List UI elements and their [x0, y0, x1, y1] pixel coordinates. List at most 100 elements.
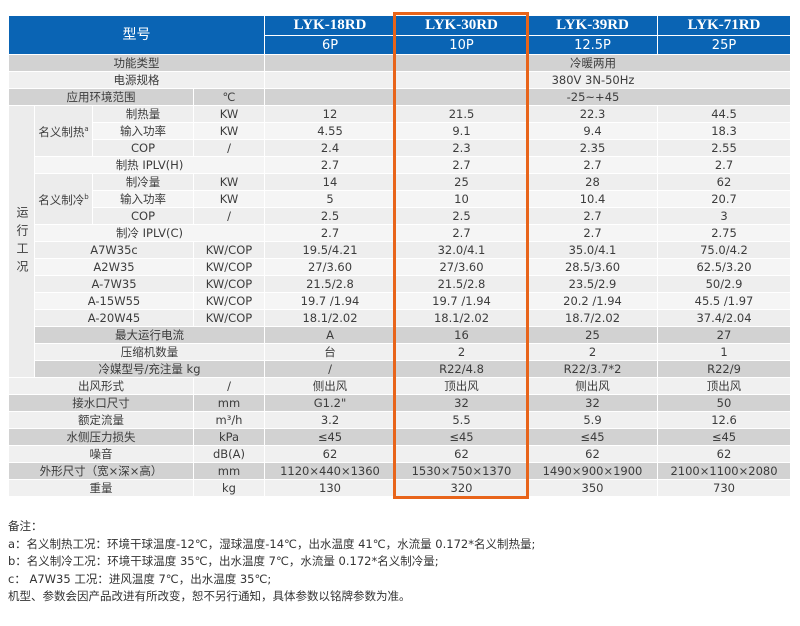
- row-label: 制热 IPLV(H): [34, 156, 265, 174]
- row-value: 2.4: [264, 139, 396, 157]
- row-unit: m³/h: [193, 411, 265, 429]
- row-label: 制冷量: [92, 173, 194, 191]
- row-value: ≤45: [657, 428, 791, 446]
- row-label: 额定流量: [8, 411, 194, 429]
- row-label: 功能类型: [8, 54, 265, 72]
- row-label: 水侧压力损失: [8, 428, 194, 446]
- row-value: 25: [395, 173, 528, 191]
- row-value: 18.1/2.02: [395, 309, 528, 327]
- row-value: 50: [657, 394, 791, 412]
- row-unit: kg: [193, 479, 265, 497]
- row-value: 9.1: [395, 122, 528, 140]
- row-value: 2.7: [395, 224, 528, 242]
- row-value: 32.0/4.1: [395, 241, 528, 259]
- row-label: A-7W35: [34, 275, 194, 293]
- row-label: 最大运行电流: [34, 326, 265, 344]
- row-value: 21.5: [395, 105, 528, 123]
- row-value: 5.5: [395, 411, 528, 429]
- row-label: COP: [92, 207, 194, 225]
- row-value: 12: [264, 105, 396, 123]
- row-value: 2.7: [527, 224, 658, 242]
- spec-row: 电源规格 380V 3N-50Hz: [8, 71, 791, 89]
- row-value: 侧出风: [264, 377, 396, 395]
- header-row-power: 6P 10P 12.5P 25P: [9, 35, 791, 55]
- row-value: 75.0/4.2: [657, 241, 791, 259]
- note-a: a：名义制热工况：环境干球温度-12℃，湿球温度-14℃，出水温度 41℃，水流…: [8, 536, 536, 551]
- row-value: 350: [527, 479, 658, 497]
- row-value: 18.3: [657, 122, 791, 140]
- row-value: 16: [395, 326, 528, 344]
- spec-row: A7W35c KW/COP 19.5/4.21 32.0/4.1 35.0/4.1 75.…: [9, 241, 791, 259]
- spec-row: 重量 kg 130 320 350 730: [8, 479, 791, 497]
- row-value: 730: [657, 479, 791, 497]
- row-value: 2: [395, 343, 528, 361]
- group-label-text: 名义制热: [38, 124, 85, 139]
- row-value: 20.2 /1.94: [527, 292, 658, 310]
- row-unit: kPa: [193, 428, 265, 446]
- spec-row: 水侧压力损失 kPa ≤45 ≤45 ≤45 ≤45: [8, 428, 791, 446]
- row-unit: KW: [193, 122, 265, 140]
- row-value: 14: [264, 173, 396, 191]
- row-label: 电源规格: [8, 71, 265, 89]
- row-unit: KW: [193, 105, 265, 123]
- row-value: 18.7/2.02: [527, 309, 658, 327]
- row-unit: KW/COP: [193, 241, 265, 259]
- row-value: 21.5/2.8: [264, 275, 396, 293]
- spec-row: 输入功率 KW 5 10 10.4 20.7: [9, 190, 791, 208]
- row-label: COP: [92, 139, 194, 157]
- row-value: 2.5: [264, 207, 396, 225]
- spec-table: 型号 LYK-18RD LYK-30RD LYK-39RD LYK-71RD 6P 10P 1…: [8, 15, 791, 497]
- row-value: 2.55: [657, 139, 791, 157]
- spec-row: 出风形式 / 侧出风 顶出风 侧出风 顶出风: [8, 377, 791, 395]
- row-value: 35.0/4.1: [527, 241, 658, 259]
- model-label: 型号: [8, 15, 265, 55]
- row-label: A7W35c: [34, 241, 194, 259]
- row-value: 1530×750×1370: [395, 462, 528, 480]
- note-disclaimer: 机型、参数会因产品改进有所改变，恕不另行通知，具体参数以铭牌参数为准。: [8, 589, 411, 603]
- row-unit: A: [264, 326, 396, 344]
- row-value: 19.7 /1.94: [264, 292, 396, 310]
- notes-title: 备注：: [8, 519, 43, 533]
- spec-row: 输入功率 KW 4.55 9.1 9.4 18.3: [9, 122, 791, 140]
- row-value: ≤45: [527, 428, 658, 446]
- row-value: 2.7: [527, 207, 658, 225]
- spec-row: 接水口尺寸 mm G1.2" 32 32 50: [8, 394, 791, 412]
- empty-cell: [264, 88, 396, 106]
- spec-row: 制冷 IPLV(C) 2.7 2.7 2.7 2.75: [9, 224, 791, 242]
- row-unit: /: [193, 377, 265, 395]
- row-unit: mm: [193, 462, 265, 480]
- model-name: LYK-71RD: [657, 15, 791, 36]
- row-value: 32: [395, 394, 528, 412]
- notes: 备注： a：名义制热工况：环境干球温度-12℃，湿球温度-14℃，出水温度 41…: [8, 518, 535, 606]
- row-label: 噪音: [8, 445, 194, 463]
- row-value: 23.5/2.9: [527, 275, 658, 293]
- row-value: 20.7: [657, 190, 791, 208]
- row-value: 28.5/3.60: [527, 258, 658, 276]
- row-value: 380V 3N-50Hz: [395, 71, 791, 89]
- row-value: 62: [395, 445, 528, 463]
- row-value: 12.6: [657, 411, 791, 429]
- row-label: A-15W55: [34, 292, 194, 310]
- row-value: 3.2: [264, 411, 396, 429]
- row-value: 1: [657, 343, 791, 361]
- row-value: G1.2": [264, 394, 396, 412]
- row-label: 接水口尺寸: [8, 394, 194, 412]
- row-value: 25: [527, 326, 658, 344]
- spec-row: A-15W55 KW/COP 19.7 /1.94 19.7 /1.94 20.2 /1…: [9, 292, 791, 310]
- row-label: 应用环境范围: [8, 88, 194, 106]
- model-power: 25P: [657, 35, 791, 55]
- row-label: 压缩机数量: [34, 343, 265, 361]
- spec-row: 功能类型 冷暖两用: [8, 54, 791, 72]
- group-label-text: 名义制冷: [38, 192, 85, 207]
- row-value: 2: [527, 343, 658, 361]
- row-unit: KW/COP: [193, 292, 265, 310]
- row-value: 27/3.60: [395, 258, 528, 276]
- row-unit: KW: [193, 190, 265, 208]
- row-unit: KW: [193, 173, 265, 191]
- row-unit: KW/COP: [193, 258, 265, 276]
- spec-row: 应用环境范围 ℃ -25~+45: [8, 88, 791, 106]
- row-value: 32: [527, 394, 658, 412]
- row-label: A2W35: [34, 258, 194, 276]
- spec-row: 最大运行电流A16252756: [9, 326, 791, 344]
- group-label: 名义制冷b: [34, 173, 93, 225]
